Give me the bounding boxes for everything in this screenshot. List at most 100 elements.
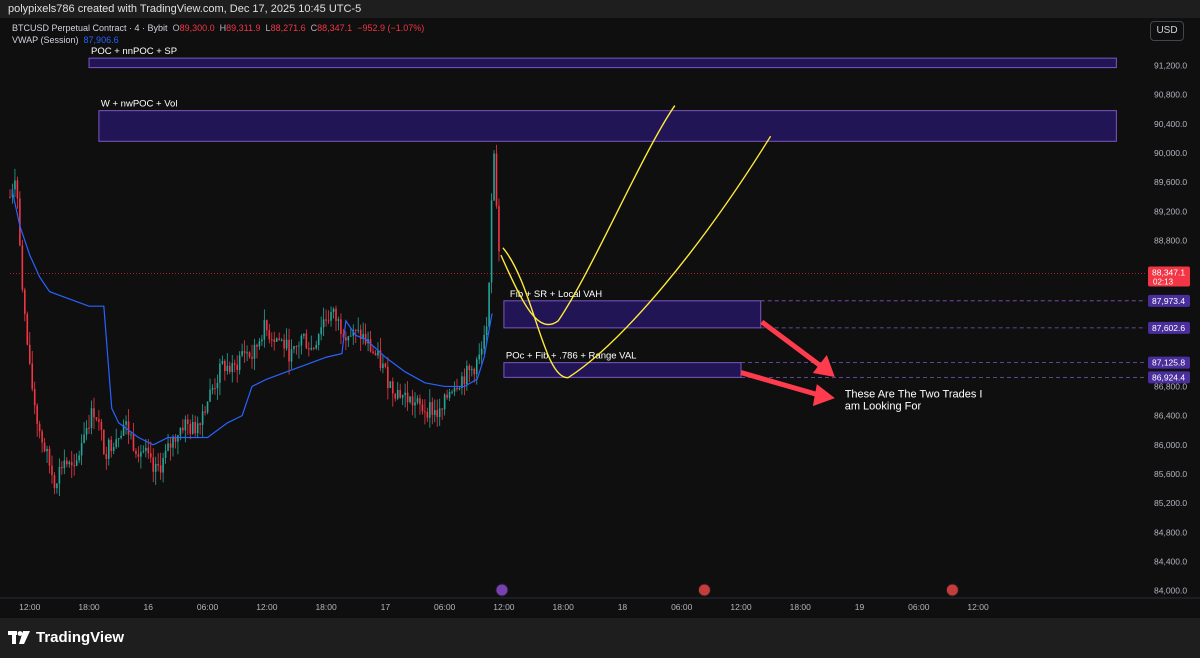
currency-button[interactable]: USD — [1150, 21, 1184, 41]
x-tick-label: 18 — [618, 602, 628, 612]
candle-body — [463, 376, 466, 385]
x-tick-label: 06:00 — [197, 602, 219, 612]
candle — [345, 331, 347, 350]
candle — [174, 434, 177, 449]
candle — [206, 401, 209, 415]
candle — [191, 414, 194, 435]
candle-body — [466, 365, 468, 385]
candle-body — [9, 196, 11, 198]
candle-body — [253, 344, 256, 359]
y-tick-label: 86,400.0 — [1154, 411, 1187, 421]
candle-body — [453, 387, 456, 392]
vwap-line — [11, 189, 493, 446]
candle-body — [448, 391, 451, 398]
candle-body — [429, 402, 431, 418]
arrow-1-head — [812, 354, 835, 377]
candle — [495, 144, 498, 209]
candle — [33, 381, 36, 415]
candle-body — [105, 453, 108, 459]
candle-body — [347, 336, 350, 341]
vwap-value: 87,906.6 — [83, 35, 119, 45]
level-tag-label: 87,973.4 — [1152, 296, 1185, 306]
candle-body — [70, 462, 73, 466]
low-value: 88,271.6 — [270, 23, 306, 33]
candle-body — [485, 326, 488, 335]
y-tick-label: 90,800.0 — [1154, 90, 1187, 100]
arrow-2-shaft — [740, 370, 824, 399]
level-tag-bg — [1148, 294, 1190, 307]
candle-body — [433, 410, 436, 415]
candle — [115, 428, 117, 450]
candle-body — [162, 457, 164, 473]
y-tick-label: 86,000.0 — [1154, 440, 1187, 450]
candle-body — [90, 408, 93, 429]
candle — [436, 399, 439, 427]
annotation-text-line-1: These Are The Two Trades I — [845, 389, 983, 401]
x-tick-label: 12:00 — [493, 602, 515, 612]
candle — [396, 381, 399, 401]
candle-body — [300, 335, 303, 346]
candle — [426, 407, 429, 422]
price-axis: 84,000.0 84,400.0 84,800.0 85,200.0 85,600.0… — [1146, 18, 1200, 618]
price-chart[interactable]: POC + nnPOC + SP W + nwPOC + Vol Fib + SR … — [0, 18, 1200, 618]
candle-body — [231, 363, 234, 373]
candle-body — [26, 313, 29, 345]
chart-area[interactable]: POC + nnPOC + SP W + nwPOC + Vol Fib + SR … — [0, 18, 1200, 618]
open-label: O — [172, 23, 180, 33]
candle-body — [387, 366, 389, 389]
candle-body — [312, 347, 315, 349]
projection-path-1 — [500, 105, 676, 326]
level-tag-bg — [1148, 356, 1190, 369]
open-value: 89,300.0 — [179, 23, 215, 33]
candle-body — [495, 153, 498, 206]
candle — [335, 305, 337, 332]
candle — [127, 409, 130, 445]
zone-3 — [503, 300, 762, 329]
candle — [204, 406, 206, 416]
candle-body — [342, 334, 345, 338]
candle-body — [461, 376, 463, 389]
candle — [300, 333, 303, 355]
candle-body — [310, 347, 313, 350]
candle-body — [38, 423, 41, 432]
us-flag-event-icon — [697, 583, 711, 597]
candle — [75, 453, 78, 467]
candle — [399, 383, 401, 399]
candle — [352, 324, 355, 345]
x-tick-label: 18:00 — [315, 602, 337, 612]
candle — [246, 345, 248, 362]
candle-body — [308, 348, 310, 350]
candle — [483, 325, 485, 354]
candle — [243, 340, 246, 363]
candle-body — [221, 360, 224, 364]
candle — [199, 422, 201, 435]
candle — [214, 378, 216, 395]
candle — [117, 438, 120, 448]
candle — [253, 338, 256, 371]
candle-body — [389, 381, 392, 389]
candle-body — [325, 319, 327, 321]
candle-body — [164, 450, 167, 458]
candle-body — [275, 338, 278, 342]
candle-body — [103, 429, 105, 454]
candle — [295, 345, 298, 355]
vwap-row[interactable]: VWAP (Session) 87,906.6 — [12, 34, 424, 46]
y-tick-label: 89,600.0 — [1154, 177, 1187, 187]
candle — [337, 316, 340, 331]
lightning-event-icon — [495, 583, 509, 597]
candle-body — [48, 448, 51, 466]
candle-body — [441, 408, 443, 410]
candle-body — [473, 369, 476, 375]
candle-body — [117, 438, 120, 440]
candle — [293, 345, 295, 354]
candle — [320, 316, 322, 341]
candle-body — [149, 453, 152, 458]
candle — [83, 422, 85, 444]
candle-body — [332, 308, 335, 313]
candle-body — [174, 436, 177, 442]
candle — [431, 397, 434, 425]
candle — [350, 328, 352, 337]
candle-body — [278, 338, 280, 341]
candle — [167, 433, 169, 452]
candle-body — [152, 457, 155, 472]
